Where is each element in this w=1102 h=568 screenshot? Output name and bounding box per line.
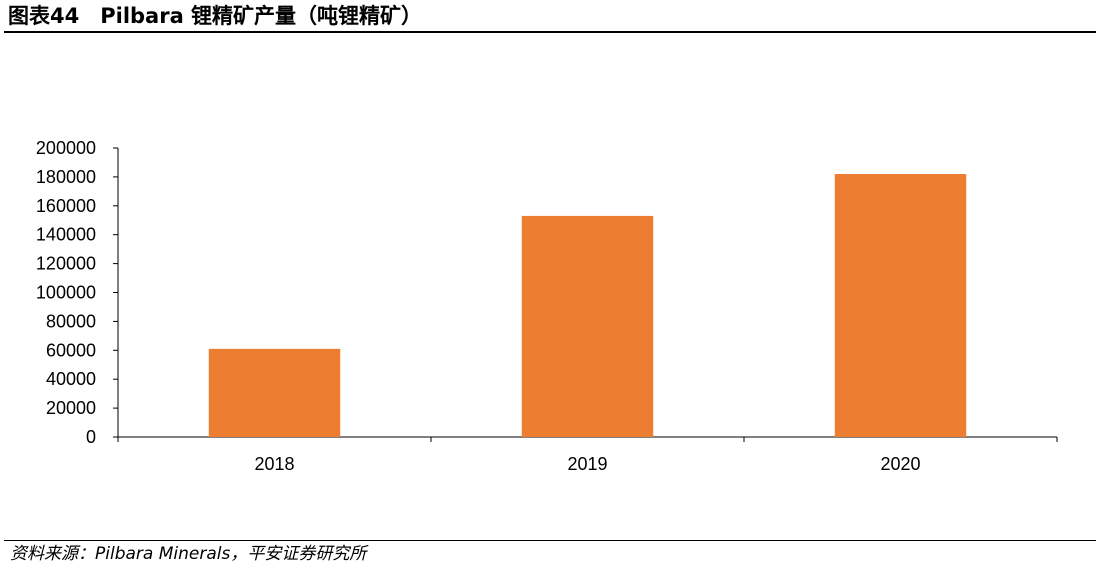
title-rule xyxy=(4,31,1096,33)
y-tick-label: 20000 xyxy=(46,398,96,418)
x-tick-label: 2019 xyxy=(567,454,607,474)
source-rule xyxy=(4,540,1096,541)
bar-chart: 0 20000 40000 60000 80000 100000 120000 140000 1… xyxy=(36,138,1058,474)
bar-2020 xyxy=(834,174,967,437)
source-note: 资料来源：Pilbara Minerals，平安证券研究所 xyxy=(10,544,367,564)
figure-title: 图表44 Pilbara 锂精矿产量（吨锂精矿） xyxy=(8,4,423,28)
bar-2018 xyxy=(208,348,341,437)
bar-2019 xyxy=(521,215,654,437)
y-tick-label: 100000 xyxy=(36,283,96,303)
y-tick-label: 120000 xyxy=(36,254,96,274)
y-tick-label: 60000 xyxy=(46,340,96,360)
y-tick-label: 40000 xyxy=(46,369,96,389)
y-tick-label: 160000 xyxy=(36,196,96,216)
x-tick-label: 2020 xyxy=(880,454,920,474)
y-tick-label: 80000 xyxy=(46,311,96,331)
y-tick-label: 0 xyxy=(86,427,96,447)
y-tick-label: 200000 xyxy=(36,138,96,158)
y-tick-label: 180000 xyxy=(36,167,96,187)
x-tick-label: 2018 xyxy=(254,454,294,474)
y-tick-label: 140000 xyxy=(36,225,96,245)
